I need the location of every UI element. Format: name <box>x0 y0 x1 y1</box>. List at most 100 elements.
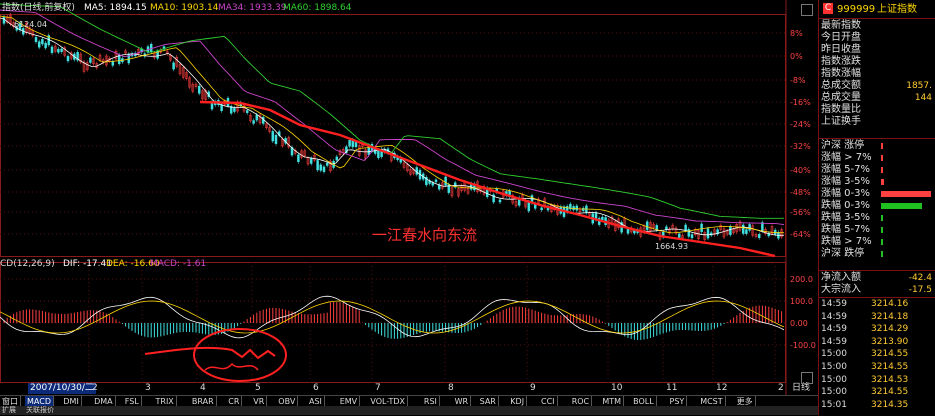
breadth-bar <box>881 215 883 221</box>
indicator-tab-rsi[interactable]: RSI <box>422 396 440 407</box>
breadth-label: 跌幅 3-5% <box>821 212 871 223</box>
breadth-bar <box>881 191 931 197</box>
indicator-tab-窗口[interactable]: 窗口 <box>0 396 21 407</box>
breadth-label: 沪深 涨停 <box>821 140 865 151</box>
tick-price: 3214.55 <box>871 387 909 398</box>
tick-row: 15:01 3214.35 <box>821 400 908 411</box>
tick-row: 15:00 3214.55 <box>821 362 908 373</box>
date-mark: 2 <box>778 383 784 393</box>
tick-price: 3214.55 <box>871 349 909 360</box>
indicator-tab-cr[interactable]: CR <box>226 396 243 407</box>
date-mark: 4 <box>200 383 206 393</box>
indicator-tab-dma[interactable]: DMA <box>92 396 116 407</box>
quote-header: C 999999 上证指数 <box>819 0 935 19</box>
indicator-tab-vol-tdx[interactable]: VOL-TDX <box>368 396 409 407</box>
breadth-bar <box>881 179 885 185</box>
quote-field: 指数涨跌 <box>821 56 934 68</box>
tick-row: 15:00 3214.53 <box>821 375 908 386</box>
breadth-row: 沪深 跌停 <box>821 248 864 260</box>
quote-field: 总成交额 1857. <box>821 80 934 92</box>
breadth-label: 沪深 跌停 <box>821 248 865 259</box>
breadth-row: 涨幅 5-7% <box>821 164 870 176</box>
quote-field: 指数涨幅 <box>821 68 934 80</box>
linked-quote-tab[interactable]: 关联报价 <box>26 406 54 414</box>
c-badge: C <box>823 3 833 14</box>
expand-tab[interactable]: 扩展 <box>2 406 16 414</box>
indicator-tab-obv[interactable]: OBV <box>276 396 299 407</box>
tick-price: 3214.29 <box>871 324 909 335</box>
breadth-bar <box>881 203 923 209</box>
price-chart[interactable] <box>0 0 818 395</box>
breadth-row: 涨幅 0-3% <box>821 188 870 200</box>
tick-time: 15:00 <box>821 362 847 372</box>
macd-tick-label: 0.00 <box>790 319 808 328</box>
period-label[interactable]: 日线 <box>792 383 811 393</box>
flow-value: -17.5 <box>908 285 932 295</box>
breadth-row: 沪深 涨停 <box>821 140 864 152</box>
tick-price: 3214.35 <box>871 399 909 410</box>
chart-title: 指数(日线,前复权) <box>2 3 75 13</box>
indicator-tab-psy[interactable]: PSY <box>668 396 688 407</box>
flow-row: 大宗流入 -17.5 <box>821 284 934 296</box>
pct-tick-label: -24% <box>790 120 811 129</box>
indicator-tab-roc[interactable]: ROC <box>570 396 593 407</box>
indicator-tab-fsl[interactable]: FSL <box>123 396 142 407</box>
breadth-bar <box>881 143 883 149</box>
tick-row: 15:00 3214.55 <box>821 349 908 360</box>
indicator-tab-mtm[interactable]: MTM <box>600 396 625 407</box>
breadth-bar <box>881 227 883 233</box>
pct-tick-label: -8% <box>790 76 806 85</box>
pct-tick-label: -32% <box>790 142 811 151</box>
date-mark: 11 <box>666 383 678 393</box>
indicator-tab-trix[interactable]: TRIX <box>154 396 177 407</box>
indicator-tab-cci[interactable]: CCI <box>539 396 558 407</box>
pct-tick-label: 0% <box>790 52 803 61</box>
breadth-bar <box>881 239 883 245</box>
indicator-tab-更多[interactable]: 更多 <box>735 396 756 407</box>
indicator-tabbar: 窗口 MACD DMI DMA FSL TRIX BRAR CR VR OBV ASI EMV VOL-… <box>0 395 818 407</box>
breadth-row: 跌幅 3-5% <box>821 212 870 224</box>
right-scale-strip <box>787 0 817 395</box>
indicator-tab-kdj[interactable]: KDJ <box>508 396 528 407</box>
indicator-tab-asi[interactable]: ASI <box>307 396 325 407</box>
quote-field: 最新指数 <box>821 20 934 32</box>
low-price-label: 1664.93 <box>655 242 689 251</box>
indicator-tab-macd[interactable]: MACD <box>25 396 54 407</box>
status-bar: 扩展 关联报价 <box>0 406 818 415</box>
date-cursor-label: 2007/10/30/二 <box>28 383 96 394</box>
breadth-label: 涨幅 5-7% <box>821 164 871 175</box>
tick-row: 14:59 3213.90 <box>821 336 908 348</box>
indicator-tab-vr[interactable]: VR <box>251 396 268 407</box>
tick-time: 14:59 <box>821 299 847 309</box>
indicator-tab-dmi[interactable]: DMI <box>61 396 82 407</box>
index-name: 上证指数 <box>877 4 917 15</box>
high-price-label: 6124.04 <box>14 20 48 29</box>
date-mark: 8 <box>448 383 454 393</box>
indicator-tab-boll[interactable]: BOLL <box>631 396 657 407</box>
pct-tick-label: -64% <box>790 230 811 239</box>
quote-field-label: 指数量比 <box>821 104 861 115</box>
indicator-tab-sar[interactable]: SAR <box>478 396 499 407</box>
macd-lines <box>0 295 785 339</box>
scroll-down-icon[interactable] <box>801 372 813 384</box>
quote-field-label: 今日开盘 <box>821 32 861 43</box>
quote-field: 上证换手 <box>821 116 934 128</box>
pct-tick-label: -16% <box>790 98 811 107</box>
date-mark: 6 <box>313 383 319 393</box>
date-mark: 5 <box>255 383 261 393</box>
quote-panel: C 999999 上证指数 最新指数 今日开盘 昨日收盘 指数涨跌 指数涨幅 总成交额 18… <box>818 0 935 415</box>
tick-time: 15:00 <box>821 387 847 398</box>
tick-time: 14:59 <box>821 336 847 347</box>
indicator-tab-wr[interactable]: WR <box>453 396 472 407</box>
indicator-tab-emv[interactable]: EMV <box>338 396 361 407</box>
breadth-row: 跌幅 5-7% <box>821 224 870 236</box>
quote-field: 总成交量 144 <box>821 92 934 104</box>
tick-price: 3214.53 <box>871 374 909 385</box>
breadth-label: 跌幅 0-3% <box>821 200 871 211</box>
indicator-tab-brar[interactable]: BRAR <box>190 396 217 407</box>
scroll-up-icon[interactable] <box>801 4 813 16</box>
indicator-tab-mcst[interactable]: MCST <box>698 396 726 407</box>
quote-field-label: 最新指数 <box>821 20 861 31</box>
tick-price: 3214.55 <box>871 362 909 372</box>
quote-field-label: 总成交量 <box>821 92 861 103</box>
